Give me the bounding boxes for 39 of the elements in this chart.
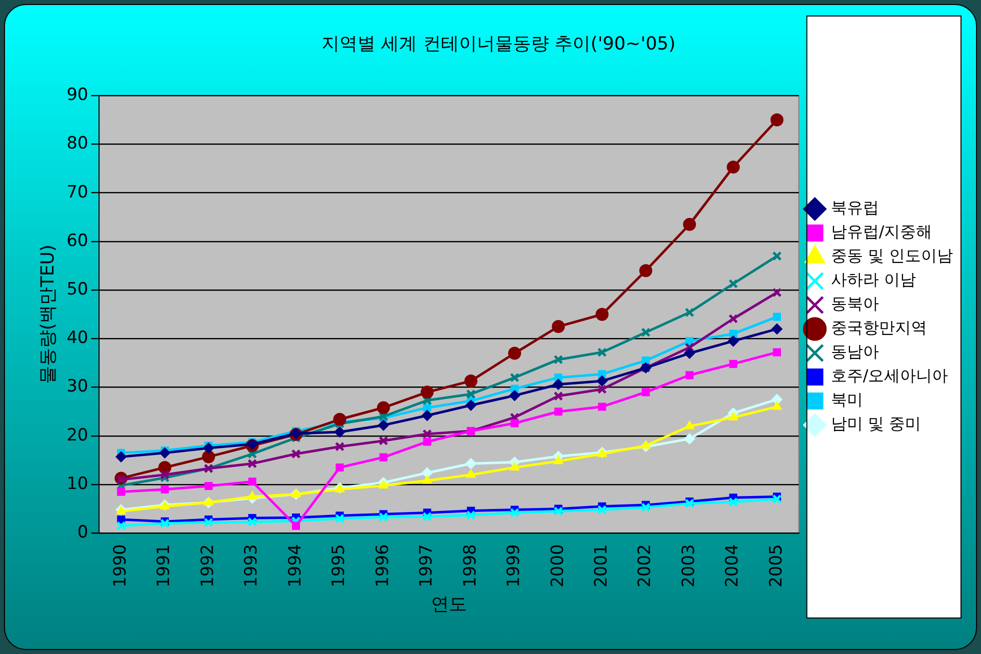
x-tick-label: 2002 xyxy=(635,544,656,588)
y-tick-label: 20 xyxy=(66,425,88,446)
x-axis-title: 연도 xyxy=(431,594,468,615)
x-tick-label: 2000 xyxy=(548,544,568,588)
y-tick-label: 10 xyxy=(66,474,88,494)
x-tick-label: 1993 xyxy=(242,544,262,588)
x-tick-label: 2001 xyxy=(591,544,612,588)
chart-title: 지역별 세계 컨테이너물동량 추이('90~'05) xyxy=(322,33,676,54)
x-tick-label: 1990 xyxy=(110,544,131,588)
x-tick-label: 1996 xyxy=(372,544,393,588)
y-tick-label: 60 xyxy=(66,230,88,251)
x-tick-label: 1997 xyxy=(416,544,437,588)
x-tick-label: 1995 xyxy=(329,544,350,588)
legend-label: 호주/오세아니아 xyxy=(830,366,948,386)
x-tick-label: 1992 xyxy=(198,544,218,588)
y-tick-label: 40 xyxy=(66,328,88,348)
x-tick-label: 2004 xyxy=(722,544,743,588)
legend-label: 북미 xyxy=(830,390,863,410)
x-tick-label: 1998 xyxy=(460,544,480,588)
y-tick-label: 90 xyxy=(66,85,88,106)
y-tick-label: 30 xyxy=(66,376,88,397)
legend-label: 사하라 이남 xyxy=(830,270,916,290)
y-tick-label: 0 xyxy=(77,522,88,543)
y-tick-label: 70 xyxy=(66,182,88,202)
y-tick-label: 50 xyxy=(66,279,88,300)
x-tick-label: 2003 xyxy=(678,544,699,588)
x-tick-label: 1994 xyxy=(285,544,306,588)
legend-label: 북유럽 xyxy=(830,198,879,218)
legend-label: 중국항만지역 xyxy=(830,318,927,338)
y-axis-title: 물동량(백만TEU) xyxy=(37,244,58,384)
x-tick-label: 1991 xyxy=(154,544,174,588)
y-tick-label: 80 xyxy=(66,134,88,154)
legend-label: 남미 및 중미 xyxy=(830,414,921,434)
x-tick-label: 1999 xyxy=(504,544,524,588)
legend-label: 남유럽/지중해 xyxy=(830,222,932,242)
legend-label: 동북아 xyxy=(830,294,879,314)
legend-label: 중동 및 인도이남 xyxy=(830,246,953,266)
legend-label: 동남아 xyxy=(830,342,879,362)
x-tick-label: 2005 xyxy=(766,544,786,588)
